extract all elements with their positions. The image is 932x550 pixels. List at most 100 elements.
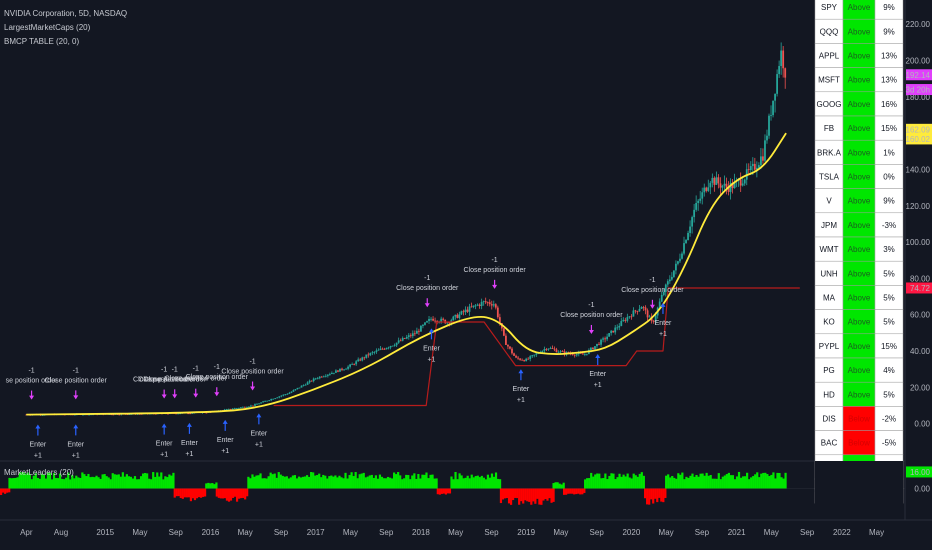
ticker-label: APPL (819, 52, 840, 61)
ticker-cell (814, 43, 844, 68)
candle-body (179, 413, 182, 415)
candle-body (513, 353, 515, 356)
candle-body (784, 68, 787, 78)
market-leaders-bar (293, 475, 297, 489)
candle-body (409, 335, 412, 337)
candle-body (375, 350, 378, 352)
table-row: FB Above 15% (814, 115, 904, 141)
market-leaders-bar (195, 488, 199, 499)
market-leaders-bar (242, 488, 245, 498)
market-leaders-bar (168, 474, 171, 489)
pct-cell (874, 91, 904, 117)
candle-body (681, 253, 683, 259)
market-leaders-bar (673, 477, 676, 489)
candle-body (622, 319, 625, 322)
price-axis[interactable]: 0.00 20.00 40.00 60.00 80.00 100.00 120.00 140.… (904, 0, 932, 520)
market-leaders-bar (780, 477, 783, 489)
market-leaders-bar (24, 473, 27, 489)
candle-body (118, 414, 121, 416)
candle-body (237, 407, 240, 409)
ticker-label: MA (823, 294, 836, 303)
price-label-bg (906, 69, 932, 81)
ticker-label: V (826, 197, 832, 206)
market-leaders-bar (63, 479, 66, 489)
market-leaders-bar (588, 478, 591, 489)
pct-cell (874, 260, 904, 286)
market-leaders-bar (175, 488, 178, 497)
pct-cell (874, 285, 904, 310)
market-leaders-bar (291, 475, 295, 489)
candle-body (553, 348, 556, 350)
pct-label: 13% (881, 52, 897, 61)
market-leaders-bar (150, 479, 153, 489)
entry-arrow-head (161, 423, 167, 428)
candle-body (262, 401, 264, 403)
time-tick-label: 2021 (728, 528, 746, 537)
market-leaders-bar (658, 488, 661, 498)
market-leaders-bar (265, 478, 268, 489)
candle-body (606, 336, 609, 340)
market-leaders-bar (683, 479, 686, 489)
exit-qty-label: -1 (214, 364, 220, 371)
market-leaders-bar (350, 472, 353, 489)
time-tick-label: Sep (590, 528, 605, 537)
pct-label: 5% (883, 294, 895, 303)
market-leaders-bar (390, 478, 394, 489)
market-leaders-bar (407, 475, 410, 489)
market-leaders-bar (632, 473, 635, 489)
entry-label: Enter (217, 437, 234, 444)
market-leaders-bar (460, 475, 463, 489)
pct-label: 15% (881, 124, 897, 133)
indicator-legend-largest-market-caps[interactable]: LargestMarketCaps (20) (4, 23, 91, 32)
price-label: 74.72 (910, 284, 931, 293)
time-axis[interactable]: Apr Aug 2015 May Sep 2016 May Sep 2017 May Sep 2018… (0, 519, 932, 537)
price-label-bg (906, 84, 932, 96)
market-leaders-bar (699, 473, 702, 489)
market-leaders-pane[interactable] (0, 471, 905, 505)
candle-body (760, 156, 762, 166)
symbol-legend[interactable]: NVIDIA Corporation, 5D, NASDAQ (4, 9, 128, 18)
market-leaders-bar (144, 472, 147, 489)
exit-arrow-head (250, 386, 256, 391)
stop-line (273, 287, 800, 407)
entry-label: Enter (156, 441, 173, 448)
market-leaders-bar (273, 473, 276, 489)
ticker-label: BAC (821, 439, 838, 448)
candle-body (440, 318, 443, 322)
candle-body (482, 301, 485, 302)
market-leaders-bar (297, 476, 301, 489)
candle-body (231, 408, 234, 410)
market-leaders-bar (209, 483, 212, 489)
table-mask (815, 461, 903, 520)
candle-body (739, 179, 742, 186)
candle-body (298, 387, 301, 389)
market-leaders-bar (338, 475, 341, 489)
time-tick-label: May (132, 528, 147, 537)
market-leaders-bar (177, 488, 180, 497)
candle-body (638, 308, 641, 312)
market-leaders-bar (486, 474, 490, 489)
market-leaders-bar (115, 474, 118, 489)
market-leaders-bar (540, 488, 543, 505)
indicator-legend-bmcp-table[interactable]: BMCP TABLE (20, 0) (4, 37, 80, 46)
market-leaders-bar (528, 488, 531, 502)
indicator-legend-market-leaders[interactable]: MarketLeaders (20) (4, 468, 74, 477)
market-leaders-bar (762, 472, 765, 489)
market-leaders-bar (244, 488, 247, 500)
market-leaders-bar (73, 478, 76, 489)
candle-body (347, 366, 349, 369)
candle-body (456, 314, 459, 318)
ticker-cell (814, 260, 844, 286)
candle-body (371, 352, 374, 354)
candle-body (719, 183, 722, 188)
market-leaders-bar (101, 474, 104, 489)
market-leaders-bar (415, 478, 418, 489)
price-label-bg (906, 123, 932, 135)
market-leaders-bar (162, 479, 165, 489)
market-leaders-bar (18, 472, 21, 489)
market-leaders-bar (679, 474, 682, 489)
market-leaders-bar (332, 476, 335, 489)
market-leaders-bar (183, 488, 186, 498)
